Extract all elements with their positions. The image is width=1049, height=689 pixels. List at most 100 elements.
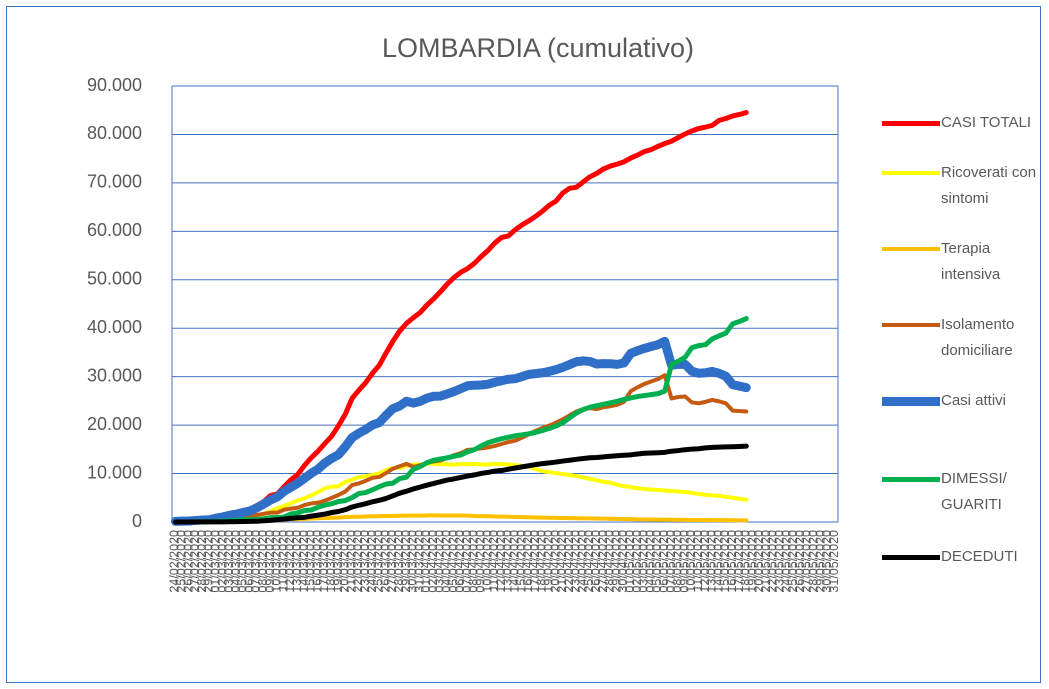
x-tick-label: 15/05/2020 (718, 530, 732, 593)
x-tick-label: 27/05/2020 (800, 530, 814, 593)
series-line (170, 336, 751, 526)
x-tick-label: 22/03/2020 (351, 530, 365, 593)
y-tick-label: 60.000 (87, 220, 142, 240)
x-tick-label: 30/03/2020 (406, 530, 420, 593)
legend-swatch (882, 396, 940, 406)
x-tick-label: 05/05/2020 (650, 530, 664, 593)
legend-label: Isolamento domiciliare (941, 316, 1015, 359)
x-tick-label: 18/04/2020 (535, 530, 549, 593)
x-tick-label: 12/03/2020 (283, 530, 297, 593)
x-tick-label: 07/03/2020 (249, 530, 263, 593)
x-tick-label: 22/05/2020 (766, 530, 780, 593)
x-tick-label: 28/03/2020 (392, 530, 406, 593)
x-tick-label: 03/05/2020 (637, 530, 651, 593)
y-tick-label: 90.000 (87, 75, 142, 95)
x-tick-label: 21/03/2020 (344, 530, 358, 593)
x-tick-label: 08/05/2020 (671, 530, 685, 593)
legend-swatch (882, 120, 940, 126)
x-tick-label: 11/03/2020 (276, 530, 290, 592)
x-tick-label: 23/04/2020 (569, 530, 583, 593)
x-tick-label: 31/05/2020 (827, 530, 841, 593)
x-tick-label: 03/04/2020 (433, 530, 447, 593)
x-tick-label: 01/05/2020 (623, 530, 637, 593)
x-tick-label: 16/03/2020 (310, 530, 324, 593)
x-tick-label: 17/03/2020 (317, 530, 331, 593)
y-tick-label: 20.000 (87, 414, 142, 434)
x-tick-label: 31/03/2020 (412, 530, 426, 593)
x-tick-label: 11/04/2020 (487, 530, 501, 592)
x-tick-label: 05/04/2020 (446, 530, 460, 593)
legend-swatch (882, 323, 940, 327)
x-tick-label: 29/02/2020 (202, 530, 216, 593)
x-tick-label: 27/03/2020 (385, 530, 399, 593)
x-tick-label: 08/04/2020 (467, 530, 481, 593)
x-tick-label: 21/05/2020 (759, 530, 773, 593)
x-tick-label: 03/03/2020 (222, 530, 236, 593)
x-tick-label: 04/03/2020 (229, 530, 243, 593)
legend-label: CASI TOTALI (941, 114, 1032, 131)
x-tick-label: 19/04/2020 (541, 530, 555, 593)
x-tick-label: 01/04/2020 (419, 530, 433, 593)
legend-label: Ricoverati con sintomi (941, 164, 1037, 207)
x-tick-label: 11/05/2020 (691, 530, 705, 592)
legend-label: DECEDUTI (941, 548, 1018, 565)
x-tick-label: 15/04/2020 (514, 530, 528, 593)
x-tick-label: 04/04/2020 (440, 530, 454, 593)
x-tick-label: 17/05/2020 (732, 530, 746, 593)
chart-border (6, 6, 1041, 683)
x-tick-label: 19/05/2020 (745, 530, 759, 593)
legend-swatch (882, 247, 940, 251)
x-tick-label: 23/05/2020 (773, 530, 787, 593)
x-tick-label: 19/03/2020 (331, 530, 345, 593)
x-tick-label: 22/04/2020 (562, 530, 576, 593)
x-tick-label: 08/03/2020 (256, 530, 270, 593)
x-tick-label: 10/03/2020 (270, 530, 284, 593)
series-line (172, 443, 749, 525)
x-tick-label: 01/03/2020 (208, 530, 222, 593)
x-tick-label: 24/02/2020 (168, 530, 182, 593)
chart-title: LOMBARDIA (cumulativo) (382, 33, 694, 63)
y-tick-label: 80.000 (87, 123, 142, 143)
x-tick-label: 14/05/2020 (711, 530, 725, 593)
x-tick-label: 09/03/2020 (263, 530, 277, 593)
series-line (172, 316, 749, 525)
x-tick-label: 04/05/2020 (643, 530, 657, 593)
y-tick-label: 50.000 (87, 269, 142, 289)
legend-swatch (882, 554, 940, 560)
x-tick-label: 20/03/2020 (338, 530, 352, 593)
x-tick-label: 13/04/2020 (501, 530, 515, 593)
legend-label: Casi attivi (941, 392, 1007, 409)
x-tick-label: 21/04/2020 (555, 530, 569, 593)
x-tick-label: 26/05/2020 (793, 530, 807, 593)
x-tick-label: 07/04/2020 (460, 530, 474, 593)
y-tick-label: 70.000 (87, 172, 142, 192)
x-tick-label: 25/03/2020 (372, 530, 386, 593)
x-tick-label: 25/05/2020 (786, 530, 800, 593)
x-tick-label: 29/04/2020 (609, 530, 623, 593)
x-tick-label: 06/05/2020 (657, 530, 671, 593)
x-tick-label: 09/05/2020 (677, 530, 691, 593)
x-tick-label: 02/03/2020 (215, 530, 229, 593)
x-tick-label: 29/03/2020 (399, 530, 413, 593)
x-tick-label: 10/05/2020 (684, 530, 698, 593)
x-tick-label: 23/03/2020 (358, 530, 372, 593)
x-tick-label: 09/04/2020 (474, 530, 488, 593)
x-tick-label: 25/02/2020 (174, 530, 188, 593)
x-tick-label: 28/02/2020 (195, 530, 209, 593)
x-tick-label: 14/03/2020 (297, 530, 311, 593)
legend-label: DIMESSI/ GUARITI (941, 470, 1007, 513)
x-tick-label: 12/05/2020 (698, 530, 712, 593)
y-tick-label: 10.000 (87, 462, 142, 482)
x-tick-label: 24/04/2020 (575, 530, 589, 593)
x-tick-label: 18/05/2020 (739, 530, 753, 593)
x-tick-label: 30/05/2020 (820, 530, 834, 593)
x-tick-label: 28/04/2020 (603, 530, 617, 593)
y-tick-label: 30.000 (87, 365, 142, 385)
x-tick-label: 27/04/2020 (596, 530, 610, 593)
legend-swatch (882, 171, 940, 175)
x-tick-label: 28/05/2020 (807, 530, 821, 593)
x-tick-label: 20/05/2020 (752, 530, 766, 593)
legend-label: Terapia intensiva (941, 240, 1001, 283)
x-tick-label: 15/03/2020 (304, 530, 318, 593)
